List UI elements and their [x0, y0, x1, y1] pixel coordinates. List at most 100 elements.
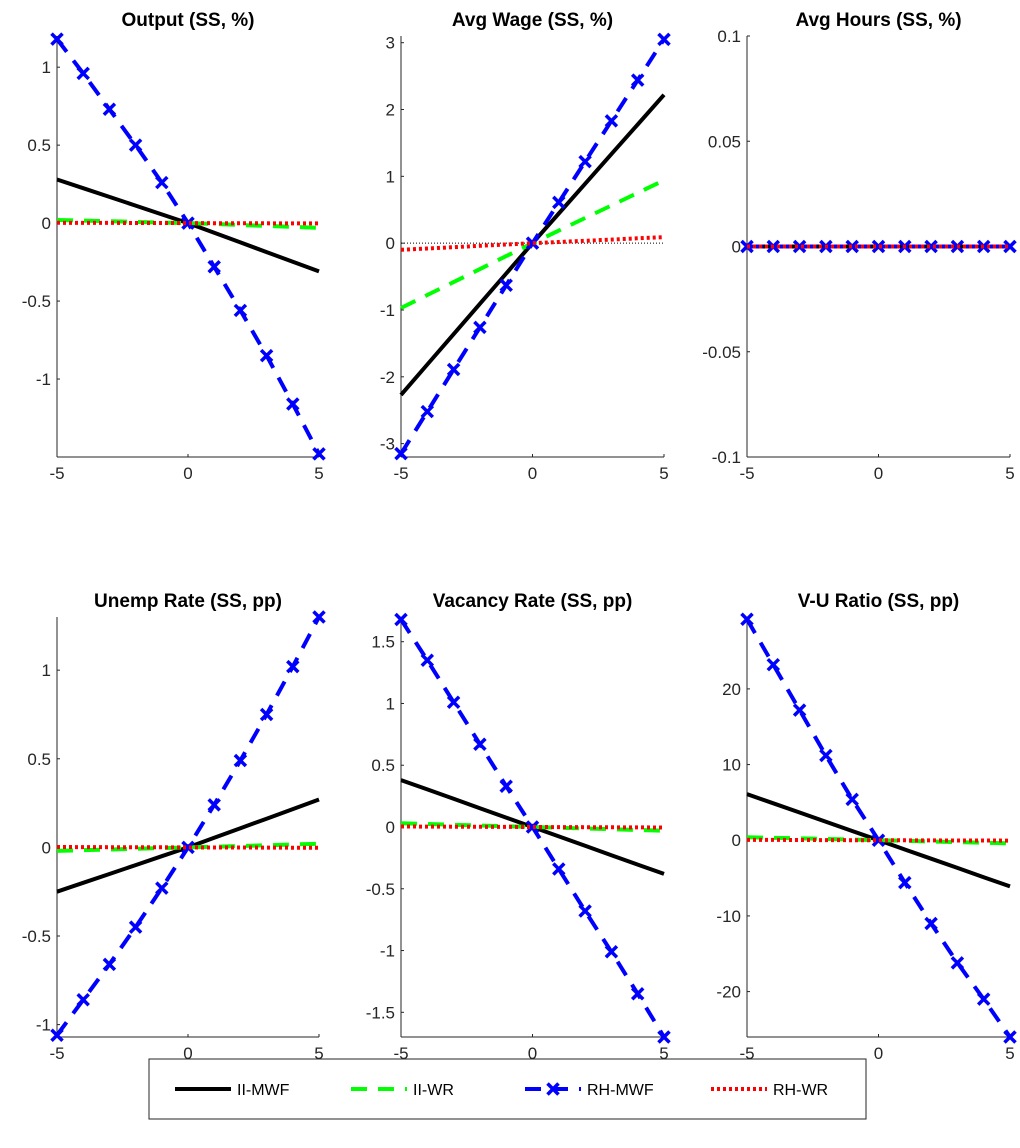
data-point-rh-mwf: [1003, 1030, 1017, 1044]
y-tick-label: -3: [380, 435, 395, 454]
data-point-rh-mwf: [845, 792, 859, 807]
data-point-rh-mwf: [128, 920, 143, 934]
panel-avg-wage-ss: Avg Wage (SS, %) 3 2 1 0 -1 -2 -3 -5 0 5: [380, 10, 671, 483]
y-tick-label: 1: [386, 694, 395, 713]
data-point-rh-mwf: [50, 32, 64, 46]
panel-title: Avg Wage (SS, %): [452, 10, 613, 31]
y-tick-label: -20: [716, 983, 741, 1002]
legend-label: II-MWF: [237, 1082, 290, 1099]
legend-entry-rh-wr: RH-WR: [711, 1082, 828, 1099]
panel-v-u-ratio-ss-pp: V-U Ratio (SS, pp) 20 10 0 -10 -20 -5 0 5: [716, 591, 1017, 1063]
data-point-rh-mwf: [525, 236, 540, 250]
y-tick-label: 1: [386, 167, 395, 186]
y-tick-label: 0.1: [717, 27, 741, 46]
x-tick-label: 5: [659, 464, 668, 483]
data-point-rh-mwf: [740, 612, 754, 627]
y-tick-label: 20: [722, 680, 741, 699]
data-point-rh-mwf: [420, 653, 435, 667]
y-tick-label: -0.5: [22, 927, 51, 946]
series-line-rh-wr: [56, 220, 319, 226]
data-point-rh-mwf: [155, 175, 169, 190]
data-point-rh-mwf: [657, 32, 671, 47]
y-tick-label: 1: [42, 58, 51, 77]
series-line-rh-wr: [400, 235, 665, 252]
y-tick-label: 0: [42, 214, 51, 233]
y-tick-label: -1: [36, 370, 51, 389]
x-tick-label: -5: [739, 1044, 754, 1063]
panel-title: Unemp Rate (SS, pp): [94, 591, 282, 612]
data-point-rh-mwf: [630, 73, 645, 87]
y-tick-label: -0.05: [702, 343, 741, 362]
y-tick-label: 0.5: [27, 136, 51, 155]
data-point-rh-mwf: [394, 612, 408, 627]
y-tick-label: 0.5: [371, 756, 395, 775]
data-point-rh-mwf: [181, 840, 195, 855]
data-point-rh-mwf: [898, 875, 912, 890]
plot-area: [394, 32, 671, 461]
data-point-rh-mwf: [394, 446, 408, 461]
legend-box: [148, 1058, 867, 1120]
data-point-rh-mwf: [924, 239, 938, 254]
data-point-rh-mwf: [578, 154, 592, 169]
plot-area: [394, 612, 671, 1044]
x-tick-label: 5: [1005, 464, 1014, 483]
data-point-rh-mwf: [286, 659, 300, 674]
x-tick-label: -5: [739, 464, 754, 483]
y-tick-label: 0.05: [708, 132, 741, 151]
y-tick-label: -10: [716, 907, 741, 926]
y-tick-label: -1: [36, 1016, 51, 1035]
series-line-rh-wr: [747, 837, 1011, 843]
data-point-rh-mwf: [207, 798, 221, 812]
y-tick-label: 0: [732, 831, 741, 850]
x-tick-label: 5: [659, 1044, 668, 1063]
panel-title: Avg Hours (SS, %): [795, 10, 961, 31]
data-point-rh-mwf: [924, 916, 938, 931]
data-point-rh-mwf: [499, 278, 513, 292]
data-point-rh-mwf: [446, 362, 461, 377]
y-tick-label: -1: [380, 942, 395, 961]
data-point-rh-mwf: [259, 348, 274, 363]
data-point-rh-mwf: [950, 956, 965, 970]
y-tick-label: -1.5: [366, 1003, 395, 1022]
series-line-ii-wr: [400, 821, 665, 833]
x-tick-label: 5: [314, 1044, 323, 1063]
legend-entry-ii-mwf: II-MWF: [175, 1082, 290, 1099]
plot-area: [740, 612, 1017, 1044]
x-tick-label: 5: [314, 464, 323, 483]
y-tick-label: 1.5: [371, 633, 395, 652]
x-tick-label: -5: [393, 464, 408, 483]
x-tick-label: -5: [49, 1044, 64, 1063]
panel-title: Vacancy Rate (SS, pp): [433, 591, 633, 612]
data-point-rh-mwf: [446, 695, 461, 709]
panel-avg-hours-ss: Avg Hours (SS, %) 0.1 0.05 0 -0.05 -0.1-5 0 5: [702, 10, 1017, 483]
legend: II-MWF II-WR RH-MWF RH-WR: [148, 1058, 867, 1120]
data-point-rh-mwf: [766, 657, 781, 672]
data-point-rh-mwf: [50, 1028, 64, 1042]
x-tick-label: -5: [49, 464, 64, 483]
panel-title: V-U Ratio (SS, pp): [798, 591, 960, 612]
data-point-rh-mwf: [181, 216, 195, 230]
data-point-rh-mwf: [207, 260, 221, 274]
data-point-rh-mwf: [525, 820, 540, 834]
series-line-rh-wr: [400, 824, 665, 830]
panel-title: Output (SS, %): [122, 10, 255, 31]
data-point-rh-mwf: [473, 737, 487, 751]
series-line-ii-wr: [56, 218, 320, 230]
panel-unemp-rate-ss-pp: Unemp Rate (SS, pp) 1 0.5 0 -0.5 -1 -5 0 5: [22, 591, 326, 1063]
data-point-rh-mwf: [312, 610, 326, 624]
plot-area: [50, 32, 326, 461]
plot-area: [50, 610, 326, 1042]
x-tick-label: 5: [1005, 1044, 1014, 1063]
panels: Output (SS, %) 1 0.5 0 -0.5 -1 -5 0 5 Avg Wage (S…: [22, 10, 1017, 1063]
data-point-rh-mwf: [604, 114, 619, 128]
x-tick-label: 0: [183, 1044, 192, 1063]
data-point-rh-mwf: [657, 1030, 671, 1044]
y-tick-label: 2: [386, 101, 395, 120]
series-line-ii-wr: [746, 835, 1011, 846]
x-tick-label: 0: [528, 464, 537, 483]
data-point-rh-mwf: [102, 102, 117, 117]
panel-vacancy-rate-ss-pp: Vacancy Rate (SS, pp) 1.5 1 0.5 0 -0.5 -1 -1.5 -…: [366, 591, 671, 1063]
y-tick-label: 10: [722, 756, 741, 775]
